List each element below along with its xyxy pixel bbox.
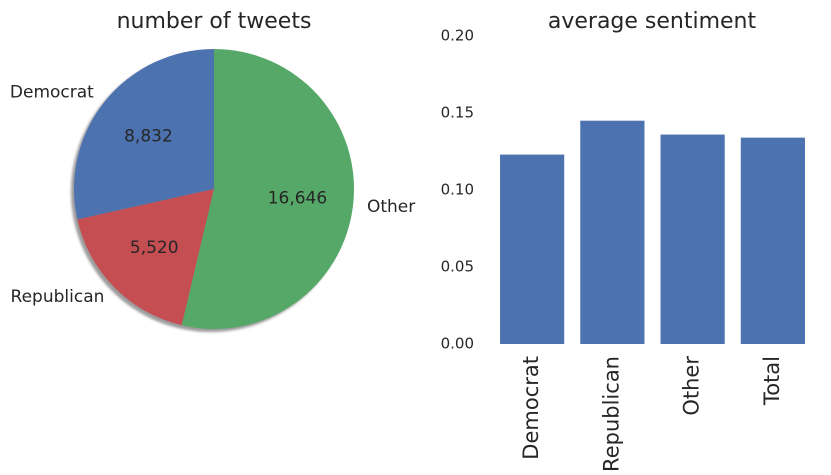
pie-title: number of tweets — [117, 9, 312, 34]
bar-y-axis: 0.00 0.05 0.10 0.15 0.20 — [441, 27, 474, 353]
pie-slice-other — [181, 49, 354, 329]
pie-label-other: Other — [367, 197, 415, 217]
bar-democrat — [500, 154, 565, 344]
bar-bars — [500, 120, 805, 344]
pie-slice-republican — [77, 189, 214, 326]
pie-slices — [74, 49, 354, 329]
y-tick-label: 0.00 — [441, 335, 474, 353]
x-tick-label-total: Total — [760, 356, 784, 406]
pie-label-democrat: Democrat — [10, 83, 94, 103]
y-tick-label: 0.05 — [441, 258, 474, 276]
bar-other — [660, 134, 725, 344]
pie-value-democrat: 8,832 — [124, 126, 173, 146]
bar-x-axis: Democrat Republican Other Total — [519, 356, 784, 472]
bar-republican — [580, 120, 645, 344]
x-tick-label-other: Other — [680, 356, 704, 416]
pie-chart: number of tweets Democrat 8,832 Republican… — [10, 9, 415, 332]
pie-slice-democrat — [74, 49, 214, 220]
x-tick-label-republican: Republican — [599, 356, 623, 472]
x-tick-label-democrat: Democrat — [519, 356, 543, 460]
y-tick-label: 0.20 — [441, 27, 474, 45]
pie-value-other: 16,646 — [268, 189, 327, 209]
pie-label-republican: Republican — [11, 287, 105, 307]
bar-chart: average sentiment 0.00 0.05 0.10 0.15 0.20 D… — [441, 9, 805, 472]
y-tick-label: 0.15 — [441, 104, 474, 122]
bar-total — [740, 137, 805, 344]
pie-value-republican: 5,520 — [130, 238, 179, 258]
pie-labels: Democrat 8,832 Republican 5,520 Other 16,646 — [10, 83, 415, 307]
bar-title: average sentiment — [548, 9, 757, 34]
y-tick-label: 0.10 — [441, 181, 474, 199]
